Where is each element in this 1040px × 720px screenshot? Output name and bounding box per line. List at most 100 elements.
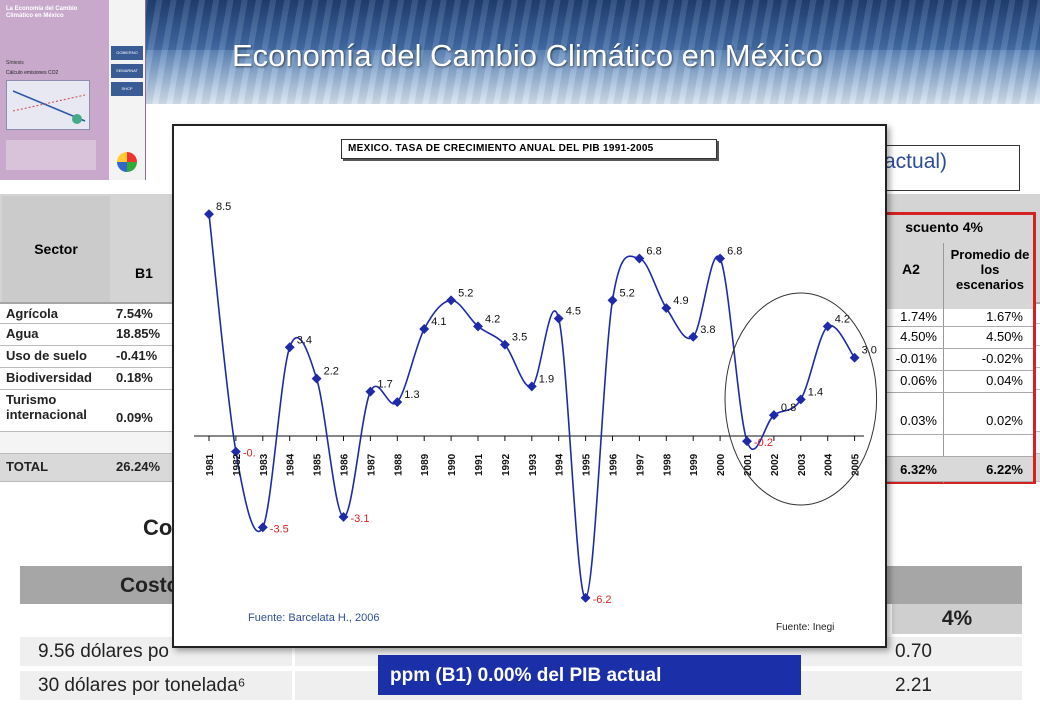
x-tick-label: 2003: [797, 453, 808, 476]
data-label: 5.2: [620, 287, 635, 299]
x-tick-label: 1998: [662, 453, 673, 476]
header-a2: A2: [902, 261, 920, 277]
value-promedio: 0.04%: [986, 373, 1023, 388]
header-rate: 4%: [892, 604, 1022, 634]
blue-callout: ppm (B1) 0.00% del PIB actual: [378, 655, 801, 695]
data-point: [311, 373, 322, 384]
data-point: [849, 352, 860, 363]
data-point: [446, 295, 457, 306]
header-banner: Economía del Cambio Climático en México: [0, 0, 1040, 104]
data-point: [688, 331, 699, 342]
x-tick-label: 1996: [609, 453, 620, 476]
data-point: [768, 410, 779, 421]
data-point: [661, 303, 672, 314]
highlight-row: 0.06% 0.04%: [871, 371, 1033, 393]
row-sector: Agua: [6, 326, 39, 341]
x-tick-label: 1991: [474, 453, 485, 476]
x-tick-label: 1990: [447, 453, 458, 476]
value-a2: 6.32%: [900, 462, 937, 477]
data-label: 6.8: [727, 246, 742, 258]
data-point: [204, 209, 214, 220]
data-label: -6.2: [593, 594, 612, 606]
x-tick-label: 1985: [313, 453, 324, 476]
x-tick-label: 2001: [743, 453, 754, 476]
cover-tag: SHCP: [111, 82, 143, 96]
gdp-growth-chart: 8.5 1981 -0. 1982 -3.5 1983 3.4 1984 2.2 1985 -3.1…: [172, 124, 887, 648]
highlight-ellipse: [724, 292, 878, 506]
data-label: 4.2: [485, 313, 500, 325]
x-tick-label: 1983: [259, 453, 270, 476]
value-a2: 0.06%: [900, 373, 937, 388]
header-sector: Sector: [2, 196, 110, 302]
data-label: 4.5: [566, 306, 581, 318]
cover-subtitle: Síntesis: [6, 60, 24, 66]
data-point: [795, 394, 806, 405]
chart-source-inegi: Fuente: Inegi: [776, 622, 835, 633]
row-b1: 0.09%: [116, 410, 153, 425]
data-label: 5.2: [458, 287, 473, 299]
column-divider: [943, 243, 944, 483]
value-a2: 4.50%: [900, 329, 937, 344]
cost-value: 0.70: [895, 641, 932, 662]
row-sector: TOTAL: [6, 459, 49, 474]
x-tick-label: 1982: [232, 453, 243, 476]
cost-label: 30 dólares por tonelada⁶: [38, 675, 246, 696]
data-label: -0.2: [754, 437, 773, 449]
cover-title: La Economía del Cambio Climático en Méxi…: [6, 6, 78, 19]
header-costo: Costo: [120, 574, 180, 597]
x-tick-label: 1989: [420, 453, 431, 476]
row-b1: 7.54%: [116, 306, 153, 321]
cover-brand-logo: [117, 152, 137, 172]
data-label: 1.4: [808, 386, 823, 398]
x-tick-label: 1984: [286, 453, 297, 476]
highlight-row: -0.01% -0.02%: [871, 349, 1033, 371]
cover-side-panel: GOBIERNO FEDERAL SEMARNAT SHCP: [109, 0, 145, 180]
cost-heading: Co: [143, 515, 173, 540]
chart-source-barcelata: Fuente: Barcelata H., 2006: [248, 612, 380, 624]
data-label: 3.4: [297, 334, 312, 346]
x-tick-label: 1999: [689, 453, 700, 476]
value-promedio: 1.67%: [986, 309, 1023, 324]
data-point: [257, 522, 268, 533]
value-promedio: 6.22%: [986, 462, 1023, 477]
x-tick-label: 1994: [555, 453, 566, 476]
x-tick-label: 1993: [528, 453, 539, 476]
value-promedio: 4.50%: [986, 329, 1023, 344]
row-sector: Agrícola: [6, 306, 59, 321]
highlight-column-box: scuento 4% A2 Promedio de los escenarios…: [868, 212, 1036, 484]
value-promedio: -0.02%: [981, 351, 1023, 366]
data-point: [580, 592, 591, 603]
data-label: 3.8: [700, 324, 715, 336]
row-sector: Turismo internacional: [6, 392, 87, 422]
subtitle-box: [880, 145, 1020, 191]
value-a2: -0.01%: [895, 351, 937, 366]
slide-title: Economía del Cambio Climático en México: [232, 38, 823, 73]
value-promedio: 0.02%: [986, 413, 1023, 428]
banner-sky: [0, 0, 1040, 50]
data-label: 4.9: [673, 295, 688, 307]
row-b1: -0.41%: [116, 348, 158, 363]
data-point: [365, 386, 376, 397]
data-label: 4.2: [835, 313, 850, 325]
data-label: 4.1: [431, 316, 446, 328]
cost-value: 2.21: [895, 675, 932, 696]
data-label: 1.7: [377, 379, 392, 391]
highlight-header: scuento 4% A2 Promedio de los escenarios: [871, 215, 1033, 309]
x-tick-label: 2002: [770, 453, 781, 476]
data-point: [419, 324, 430, 334]
cover-tag: SEMARNAT: [111, 64, 143, 78]
highlight-row-total: 6.32% 6.22%: [871, 457, 1033, 482]
data-label: -3.5: [270, 523, 289, 535]
row-sector: Uso de suelo: [6, 348, 87, 363]
cost-label: 9.56 dólares po: [38, 641, 169, 662]
data-label: -0.: [243, 448, 256, 460]
data-point: [553, 313, 564, 324]
data-label: 3.5: [512, 332, 527, 344]
highlight-row: 0.03% 0.02%: [871, 393, 1033, 435]
data-label: 3.0: [862, 345, 877, 357]
data-label: 2.2: [324, 366, 339, 378]
highlight-row: 1.74% 1.67%: [871, 307, 1033, 327]
x-tick-label: 1981: [205, 453, 216, 476]
column-divider: [292, 604, 295, 700]
